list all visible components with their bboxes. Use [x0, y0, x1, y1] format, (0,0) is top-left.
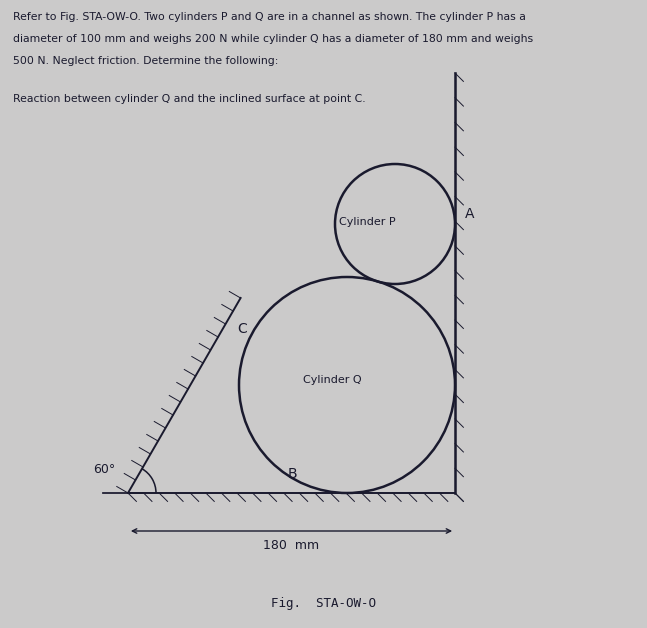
Text: diameter of 100 mm and weighs 200 N while cylinder Q has a diameter of 180 mm an: diameter of 100 mm and weighs 200 N whil…: [13, 34, 533, 44]
Text: 60°: 60°: [93, 463, 115, 476]
Text: Cylinder Q: Cylinder Q: [303, 375, 361, 385]
Text: 180  mm: 180 mm: [263, 539, 320, 552]
Text: Fig.  STA-OW-O: Fig. STA-OW-O: [271, 597, 376, 610]
Text: Refer to Fig. STA-OW-O. Two cylinders P and Q are in a channel as shown. The cyl: Refer to Fig. STA-OW-O. Two cylinders P …: [13, 12, 526, 22]
Text: C: C: [237, 322, 247, 336]
Text: Cylinder P: Cylinder P: [338, 217, 395, 227]
Text: 500 N. Neglect friction. Determine the following:: 500 N. Neglect friction. Determine the f…: [13, 56, 278, 66]
Text: A: A: [465, 207, 474, 221]
Text: Reaction between cylinder Q and the inclined surface at point C.: Reaction between cylinder Q and the incl…: [13, 94, 366, 104]
Text: B: B: [287, 467, 297, 481]
